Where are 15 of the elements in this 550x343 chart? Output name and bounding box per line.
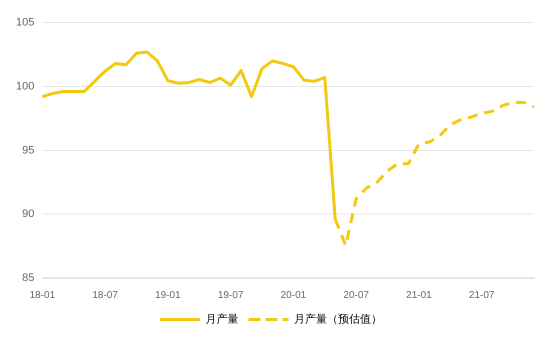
- legend-label: 月产量（预估值）: [294, 312, 382, 326]
- y-tick-label: 100: [16, 80, 34, 92]
- y-tick-label: 105: [16, 16, 34, 29]
- x-tick-label: 21-01: [406, 290, 432, 301]
- x-tick-label: 18-07: [92, 290, 118, 301]
- x-tick-label: 19-01: [155, 290, 182, 301]
- x-tick-label: 20-07: [343, 290, 370, 301]
- x-tick-label: 19-07: [218, 290, 244, 301]
- y-tick-label: 90: [22, 208, 34, 220]
- x-tick-label: 20-01: [280, 290, 307, 301]
- x-tick-label: 18-01: [30, 290, 56, 301]
- legend-label: 月产量: [206, 312, 238, 326]
- y-tick-label: 85: [22, 272, 34, 284]
- y-tick-label: 95: [22, 144, 34, 156]
- x-tick-label: 21-07: [468, 290, 495, 301]
